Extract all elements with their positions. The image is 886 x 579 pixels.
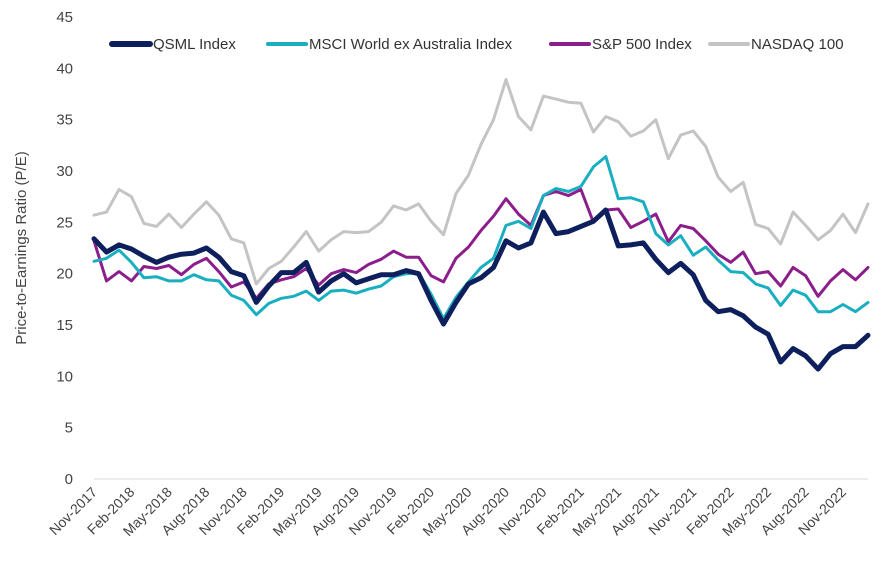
series-line-nasdaq-100	[92, 78, 870, 286]
y-tick-label: 5	[65, 420, 73, 437]
legend-label: S&P 500 Index	[592, 36, 692, 53]
y-tick-label: 0	[65, 471, 73, 488]
y-tick-label: 40	[56, 60, 73, 77]
y-tick-label: 25	[56, 214, 73, 231]
series-lines	[91, 78, 871, 372]
y-tick-label: 45	[56, 9, 73, 26]
y-axis: 0 5 10 15 20 25 30 35 40 45	[56, 9, 73, 488]
y-tick-label: 15	[56, 317, 73, 334]
series-line-s-p-500-index	[92, 188, 870, 300]
chart-legend: QSML Index MSCI World ex Australia Index S…	[109, 36, 844, 53]
y-tick-label: 10	[56, 368, 73, 385]
y-tick-label: 30	[56, 163, 73, 180]
series-line-qsml-index	[91, 207, 871, 372]
y-tick-label: 20	[56, 266, 73, 283]
series-line-msci-world-ex-australia-index	[92, 155, 870, 321]
legend-label: MSCI World ex Australia Index	[309, 36, 513, 53]
y-tick-label: 35	[56, 112, 73, 129]
y-axis-title: Price-to-Earnings Ratio (P/E)	[13, 151, 30, 344]
legend-label: QSML Index	[153, 36, 236, 53]
legend-label: NASDAQ 100	[751, 36, 844, 53]
x-axis: Nov-2017Feb-2018May-2018Aug-2018Nov-2018…	[46, 478, 868, 539]
